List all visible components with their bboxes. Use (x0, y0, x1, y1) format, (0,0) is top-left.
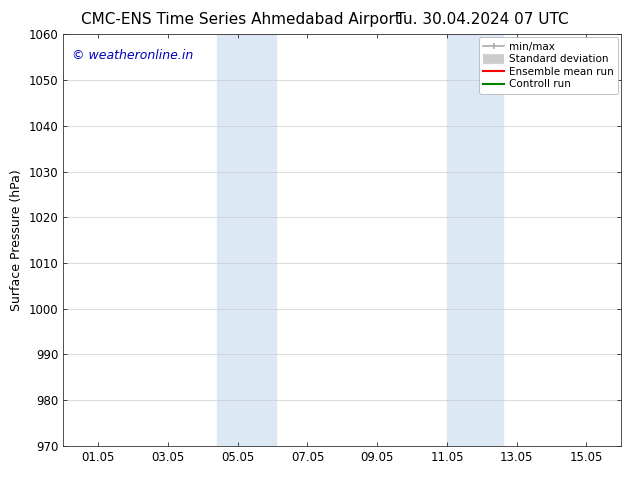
Legend: min/max, Standard deviation, Ensemble mean run, Controll run: min/max, Standard deviation, Ensemble me… (479, 37, 618, 94)
Bar (217, 34, 276, 446)
Bar (447, 34, 503, 446)
Text: Tu. 30.04.2024 07 UTC: Tu. 30.04.2024 07 UTC (396, 12, 568, 27)
Text: CMC-ENS Time Series Ahmedabad Airport: CMC-ENS Time Series Ahmedabad Airport (81, 12, 401, 27)
Text: © weatheronline.in: © weatheronline.in (72, 49, 193, 62)
Y-axis label: Surface Pressure (hPa): Surface Pressure (hPa) (10, 169, 23, 311)
